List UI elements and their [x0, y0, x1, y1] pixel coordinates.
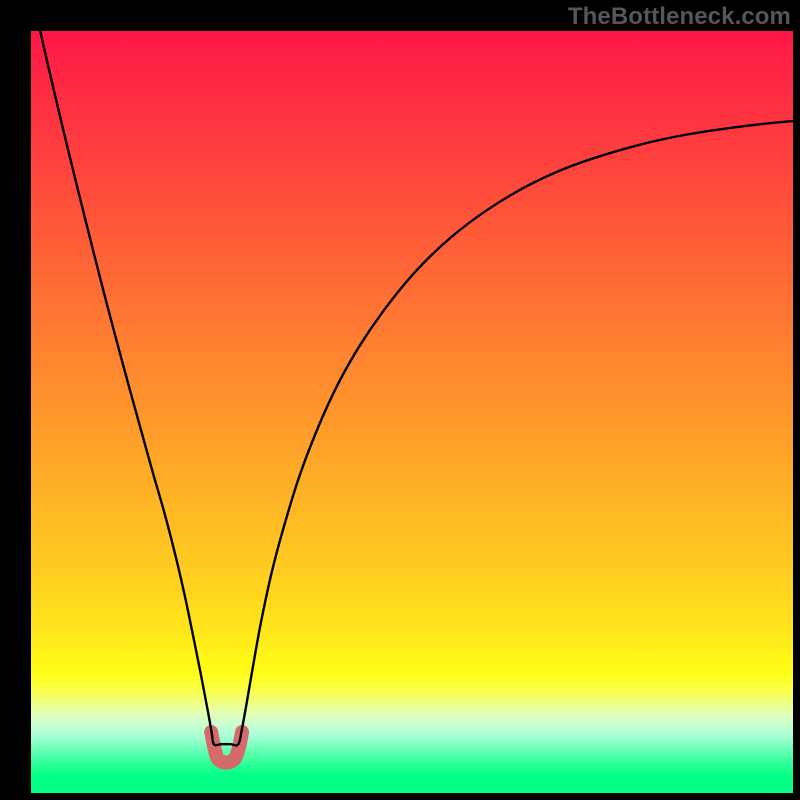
watermark-text: TheBottleneck.com — [568, 3, 791, 31]
chart-frame: TheBottleneck.com — [0, 0, 800, 800]
bottleneck-curve — [31, 31, 793, 746]
plot-area — [31, 31, 793, 793]
dip-highlight — [211, 732, 242, 762]
curve-layer — [31, 31, 793, 793]
